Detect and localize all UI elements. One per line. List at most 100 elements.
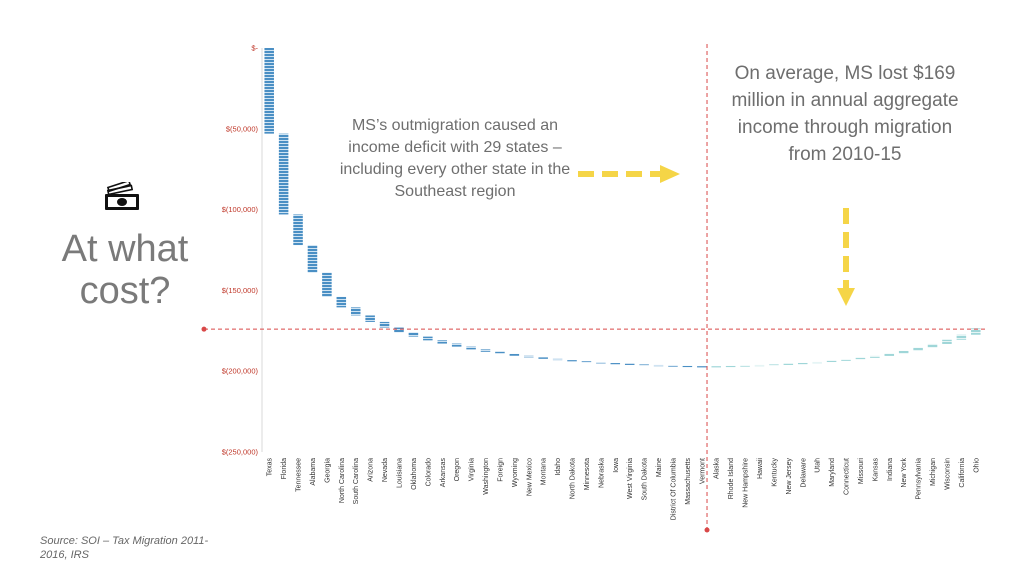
bar-kansas xyxy=(870,355,880,358)
bar-oregon xyxy=(451,343,462,347)
reference-lines xyxy=(201,44,988,533)
bar-north-dakota xyxy=(567,360,577,362)
bar-west-virginia xyxy=(624,363,635,365)
x-axis-labels: Texas Florida Tennessee Alabama Georgia North… xyxy=(267,458,981,521)
bar-delaware xyxy=(797,362,808,365)
x-tick-label: Indiana xyxy=(887,458,894,481)
bar-arizona xyxy=(365,315,375,322)
bar-new-mexico xyxy=(524,355,534,358)
x-tick-label: Delaware xyxy=(800,458,807,488)
bar-iowa xyxy=(610,363,621,365)
bar-vermont xyxy=(697,366,707,368)
bar-washington xyxy=(480,349,491,352)
x-tick-label: Washington xyxy=(483,458,490,495)
x-tick-label: Alaska xyxy=(714,458,721,479)
bar-tennessee xyxy=(293,214,303,246)
x-tick-label: Tennessee xyxy=(296,458,303,492)
x-tick-label: Nevada xyxy=(382,458,389,482)
bar-kentucky xyxy=(769,364,779,366)
x-tick-label: North Carolina xyxy=(339,458,346,503)
bar-hawaii xyxy=(754,364,765,367)
x-tick-label: Wyoming xyxy=(512,458,519,487)
x-tick-label: Pennsylvania xyxy=(916,458,923,500)
bar-south-dakota xyxy=(639,364,649,366)
bar-rhode-island xyxy=(725,365,736,368)
bar-colorado xyxy=(423,336,433,341)
divider-line-marker xyxy=(704,527,710,533)
bar-nevada xyxy=(379,321,390,328)
x-tick-label: Oklahoma xyxy=(411,458,418,490)
bar-idaho xyxy=(552,358,563,361)
x-tick-label: North Dakota xyxy=(570,458,577,499)
y-tick-label: $(150,000) xyxy=(222,286,259,295)
x-tick-label: Kentucky xyxy=(771,458,778,487)
bar-oklahoma xyxy=(408,332,419,337)
outmigration-note: MS’s outmigration caused an income defic… xyxy=(339,117,571,200)
bar-florida xyxy=(278,133,289,215)
x-tick-label: District Of Columbia xyxy=(670,458,677,520)
y-axis: $- $(50,000) $(100,000) $(150,000) $(200,000… xyxy=(222,44,263,457)
bar-wisconsin xyxy=(942,339,952,344)
x-tick-label: New Hampshire xyxy=(743,458,750,508)
x-tick-label: Idaho xyxy=(555,458,562,476)
x-tick-label: Alabama xyxy=(310,458,317,486)
bar-michigan xyxy=(927,343,938,348)
bar-virginia xyxy=(466,346,476,350)
right-arrow-head xyxy=(660,165,680,183)
bar-alaska xyxy=(711,366,721,368)
x-tick-label: California xyxy=(959,458,966,488)
bar-south-carolina xyxy=(350,307,361,316)
x-tick-label: West Virginia xyxy=(627,458,634,499)
bars xyxy=(264,48,981,368)
x-tick-label: Missouri xyxy=(858,458,865,485)
x-tick-label: Minnesota xyxy=(584,458,591,490)
slide-title: At what cost? xyxy=(61,228,189,312)
bar-massachusetts xyxy=(682,365,693,368)
bar-new-jersey xyxy=(783,363,794,365)
x-tick-label: Virginia xyxy=(469,458,476,481)
x-tick-label: New York xyxy=(901,458,908,488)
average-line-marker xyxy=(201,326,207,332)
down-arrow-head xyxy=(837,288,855,306)
x-tick-label: Montana xyxy=(541,458,548,485)
x-tick-label: Arkansas xyxy=(440,458,447,488)
x-tick-label: Michigan xyxy=(930,458,937,486)
bar-maryland xyxy=(826,360,837,363)
x-tick-label: Maryland xyxy=(829,458,836,487)
bar-louisiana xyxy=(394,327,404,333)
bar-utah xyxy=(812,361,822,364)
x-tick-label: Kansas xyxy=(872,458,879,482)
bar-georgia xyxy=(322,272,332,297)
x-tick-label: Nebraska xyxy=(598,458,605,488)
bar-maine xyxy=(653,364,664,367)
x-tick-label: Hawaii xyxy=(757,458,764,479)
y-tick-label: $(200,000) xyxy=(222,367,259,376)
bar-pennsylvania xyxy=(913,347,923,351)
x-tick-label: Foreign xyxy=(497,458,504,482)
bar-new-hampshire xyxy=(740,365,750,367)
bar-district-of-columbia xyxy=(668,365,678,367)
x-tick-label: Oregon xyxy=(454,458,461,481)
bar-arkansas xyxy=(437,340,448,344)
x-tick-label: Wisconsin xyxy=(944,458,951,490)
x-tick-label: Ohio xyxy=(973,458,980,473)
x-tick-label: Massachusetts xyxy=(685,458,692,505)
bar-connecticut xyxy=(841,359,851,361)
y-tick-label: $(250,000) xyxy=(222,448,259,457)
y-tick-label: $- xyxy=(251,44,258,53)
money-icon xyxy=(105,182,139,210)
x-tick-label: Georgia xyxy=(324,458,331,483)
x-tick-label: Maine xyxy=(656,458,663,477)
bar-wyoming xyxy=(509,353,520,356)
bar-indiana xyxy=(884,353,895,356)
bar-alabama xyxy=(307,245,318,273)
bar-ohio xyxy=(971,328,981,335)
source-note: Source: SOI – Tax Migration 2011-2016, I… xyxy=(40,535,209,561)
bar-texas xyxy=(264,48,274,134)
bar-foreign xyxy=(495,351,505,354)
x-tick-label: Rhode Island xyxy=(728,458,735,499)
x-tick-label: Iowa xyxy=(613,458,620,473)
bar-nebraska xyxy=(596,362,606,364)
x-tick-label: Colorado xyxy=(425,458,432,487)
